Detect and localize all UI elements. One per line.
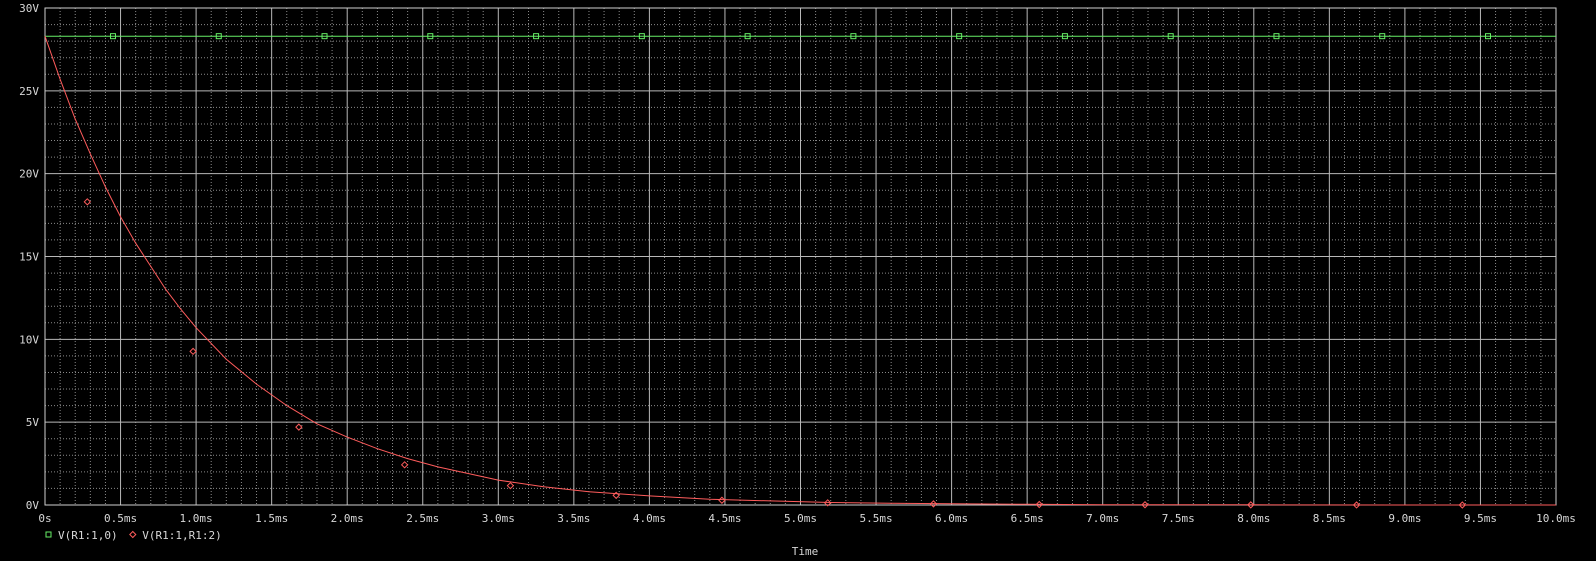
- x-tick-label: 10.0ms: [1536, 512, 1576, 525]
- x-tick-label: 9.0ms: [1388, 512, 1421, 525]
- series-marker-2: [929, 500, 938, 508]
- y-tick-label: 15V: [19, 251, 39, 264]
- series-marker-2: [295, 423, 303, 431]
- series-marker-1: [1379, 33, 1386, 40]
- series-marker-1: [1273, 33, 1280, 40]
- legend: V(R1:1,0) V(R1:1,R1:2): [45, 529, 222, 542]
- series-marker-2: [83, 198, 92, 206]
- series-marker-1: [215, 33, 222, 40]
- x-tick-label: 0.5ms: [104, 512, 137, 525]
- x-tick-label: 6.5ms: [1011, 512, 1044, 525]
- series-marker-2: [1035, 500, 1043, 509]
- series-marker-1: [321, 33, 328, 40]
- series-line-2: [44, 36, 1556, 506]
- x-tick-label: 1.5ms: [255, 512, 288, 525]
- series-marker-2: [400, 461, 409, 469]
- series-marker-1: [956, 33, 963, 40]
- series-marker-2: [612, 491, 620, 500]
- x-tick-label: 7.0ms: [1086, 512, 1119, 525]
- series-marker-2: [506, 481, 515, 490]
- major-grid: [44, 7, 1557, 506]
- series-marker-1: [427, 33, 434, 40]
- x-tick-label: 3.0ms: [482, 512, 515, 525]
- x-tick-label: 9.5ms: [1464, 512, 1497, 525]
- y-tick-label: 30V: [19, 2, 39, 15]
- x-tick-label: 7.5ms: [1162, 512, 1195, 525]
- x-tick-label: 5.5ms: [859, 512, 892, 525]
- x-tick-label: 8.5ms: [1313, 512, 1346, 525]
- series-marker-2: [1141, 501, 1149, 509]
- y-tick-label: 0V: [26, 499, 40, 512]
- y-tick-label: 20V: [19, 168, 39, 181]
- series-marker-2: [823, 499, 832, 507]
- series-marker-1: [1167, 33, 1174, 40]
- legend-marker-2: [129, 530, 137, 539]
- x-tick-labels: 0s 0.5ms 1.0ms 1.5ms 2.0ms 2.5ms 3.0ms 3.5ms 4.0…: [38, 512, 1576, 525]
- series-marker-1: [1485, 33, 1492, 40]
- x-tick-label: 2.5ms: [406, 512, 439, 525]
- x-tick-label: 2.0ms: [331, 512, 364, 525]
- legend-label-1: V(R1:1,0): [58, 529, 118, 542]
- legend-marker-1: [45, 531, 52, 538]
- y-tick-label: 10V: [19, 333, 39, 346]
- series-marker-2: [1352, 501, 1361, 509]
- x-tick-label: 4.0ms: [633, 512, 666, 525]
- y-tick-label: 25V: [19, 85, 39, 98]
- x-tick-label: 0s: [38, 512, 51, 525]
- series-layer: [44, 33, 1556, 509]
- series-marker-2: [1458, 501, 1467, 509]
- series-marker-1: [1061, 33, 1068, 40]
- series-marker-1: [638, 33, 645, 40]
- x-axis-label: Time: [792, 545, 819, 558]
- series-marker-1: [109, 33, 116, 40]
- series-marker-1: [744, 33, 751, 40]
- y-tick-label: 5V: [26, 416, 40, 429]
- x-tick-label: 8.0ms: [1237, 512, 1270, 525]
- series-marker-2: [1247, 501, 1255, 509]
- series-marker-1: [533, 33, 540, 40]
- plot-frame: [44, 7, 1557, 506]
- series-marker-2: [189, 347, 197, 356]
- x-tick-label: 3.5ms: [557, 512, 590, 525]
- x-tick-label: 6.0ms: [935, 512, 968, 525]
- y-tick-labels: 0V 5V 10V 15V 20V 25V 30V: [19, 2, 39, 512]
- series-marker-1: [850, 33, 857, 40]
- x-tick-label: 1.0ms: [180, 512, 213, 525]
- legend-label-2: V(R1:1,R1:2): [142, 529, 221, 542]
- x-tick-label: 4.5ms: [708, 512, 741, 525]
- series-marker-2: [718, 496, 726, 504]
- x-tick-label: 5.0ms: [784, 512, 817, 525]
